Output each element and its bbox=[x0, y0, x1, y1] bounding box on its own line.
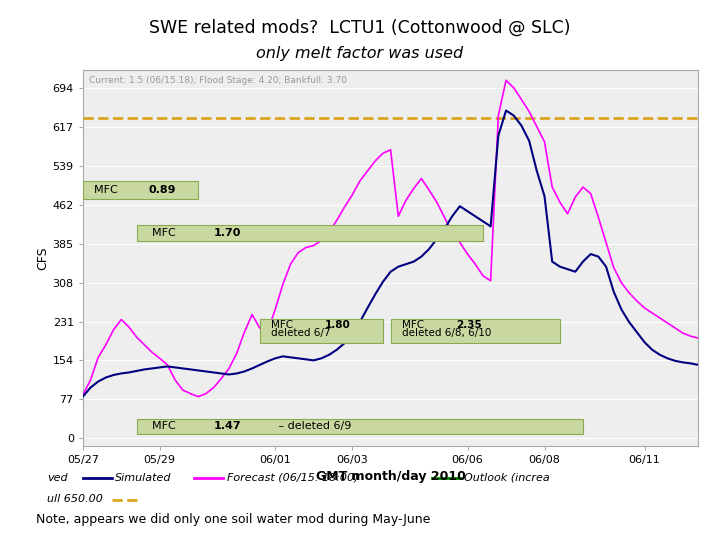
FancyBboxPatch shape bbox=[137, 419, 583, 434]
Y-axis label: CFS: CFS bbox=[37, 246, 50, 269]
Text: – deleted 6/9: – deleted 6/9 bbox=[275, 421, 351, 431]
Text: Note, appears we did only one soil water mod during May-June: Note, appears we did only one soil water… bbox=[36, 514, 431, 526]
Text: MFC: MFC bbox=[94, 185, 122, 195]
Text: Forecast (06/15. 18:00): Forecast (06/15. 18:00) bbox=[227, 473, 359, 483]
Text: MFC: MFC bbox=[152, 421, 179, 431]
Text: Simulated: Simulated bbox=[115, 473, 171, 483]
Text: 1.47: 1.47 bbox=[214, 421, 241, 431]
Text: 2.35: 2.35 bbox=[456, 320, 482, 330]
Text: only melt factor was used: only melt factor was used bbox=[256, 46, 464, 61]
Text: MFC: MFC bbox=[152, 228, 179, 239]
Text: deleted 6/7: deleted 6/7 bbox=[271, 328, 330, 338]
Text: MFC: MFC bbox=[271, 320, 297, 330]
Text: ull 650.00: ull 650.00 bbox=[47, 495, 103, 504]
Text: Outlook (increa: Outlook (increa bbox=[464, 473, 550, 483]
FancyBboxPatch shape bbox=[260, 319, 383, 343]
Text: 1.80: 1.80 bbox=[325, 320, 351, 330]
Text: 0.89: 0.89 bbox=[148, 185, 176, 195]
Text: 1.70: 1.70 bbox=[214, 228, 241, 239]
FancyBboxPatch shape bbox=[83, 181, 198, 199]
X-axis label: GMT month/day 2010: GMT month/day 2010 bbox=[315, 470, 466, 483]
Text: deleted 6/8, 6/10: deleted 6/8, 6/10 bbox=[402, 328, 492, 338]
FancyBboxPatch shape bbox=[137, 225, 483, 241]
Text: MFC: MFC bbox=[402, 320, 428, 330]
Text: Current: 1.5 (06/15.18); Flood Stage: 4.20; Bankfull: 3.70: Current: 1.5 (06/15.18); Flood Stage: 4.… bbox=[89, 76, 347, 85]
Text: SWE related mods?  LCTU1 (Cottonwood @ SLC): SWE related mods? LCTU1 (Cottonwood @ SL… bbox=[149, 19, 571, 37]
Text: ved: ved bbox=[47, 473, 68, 483]
FancyBboxPatch shape bbox=[391, 319, 560, 343]
